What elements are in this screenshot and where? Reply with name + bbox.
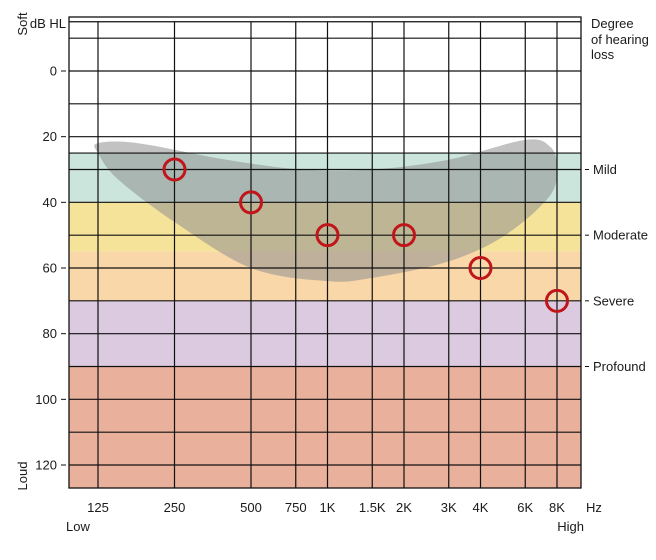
y-tick-label: 20: [43, 129, 57, 144]
y-axis-unit: dB HL: [30, 16, 66, 31]
low-label: Low: [66, 519, 90, 534]
threshold-point: [239, 190, 263, 215]
y-tick-label: 40: [43, 195, 57, 210]
degree-label-profound: Profound: [593, 359, 646, 374]
x-tick-label: 250: [164, 500, 186, 515]
x-tick-label: 1.5K: [359, 500, 386, 515]
x-tick-label: 750: [285, 500, 307, 515]
y-tick-label: 60: [43, 261, 57, 276]
x-tick-label: 4K: [473, 500, 489, 515]
threshold-point: [392, 223, 416, 248]
threshold-point: [162, 157, 187, 182]
degree-label-mild: Mild: [593, 162, 617, 177]
grid: [69, 21, 581, 488]
y-tick-label: 80: [43, 326, 57, 341]
threshold-points: [162, 157, 569, 313]
degree-label-severe: Severe: [593, 293, 634, 308]
x-axis-unit: Hz: [586, 500, 602, 515]
soft-label: Soft: [15, 12, 30, 36]
high-label: High: [557, 519, 584, 534]
x-tick-label: 6K: [517, 500, 533, 515]
x-tick-label: 125: [87, 500, 109, 515]
plot-frame: [68, 16, 582, 489]
degree-title-line-3: loss: [591, 47, 615, 62]
threshold-point: [545, 288, 569, 313]
speech-banana: [94, 139, 558, 282]
speech-banana-shape: [94, 139, 558, 282]
threshold-point: [315, 223, 340, 248]
y-tick-label: 0: [50, 64, 57, 79]
x-tick-label: 1K: [320, 500, 336, 515]
x-tick-label: 2K: [396, 500, 412, 515]
degree-title-line-1: Degree: [591, 16, 634, 31]
y-tick-label: 120: [35, 458, 57, 473]
loud-label: Loud: [15, 462, 30, 491]
x-tick-label: 8K: [549, 500, 565, 515]
y-tick-label: 100: [35, 392, 57, 407]
degree-title-line-2: of hearing: [591, 32, 649, 47]
x-tick-label: 500: [240, 500, 262, 515]
axis-labels: 0 20 40 60 80 100 120 125 250 500 750 1K 1.5K 2K 3K 4K 6…: [35, 64, 648, 516]
degree-label-moderate: Moderate: [593, 228, 648, 243]
threshold-point: [468, 256, 493, 280]
x-tick-label: 3K: [441, 500, 457, 515]
band-profound: [69, 366, 581, 488]
